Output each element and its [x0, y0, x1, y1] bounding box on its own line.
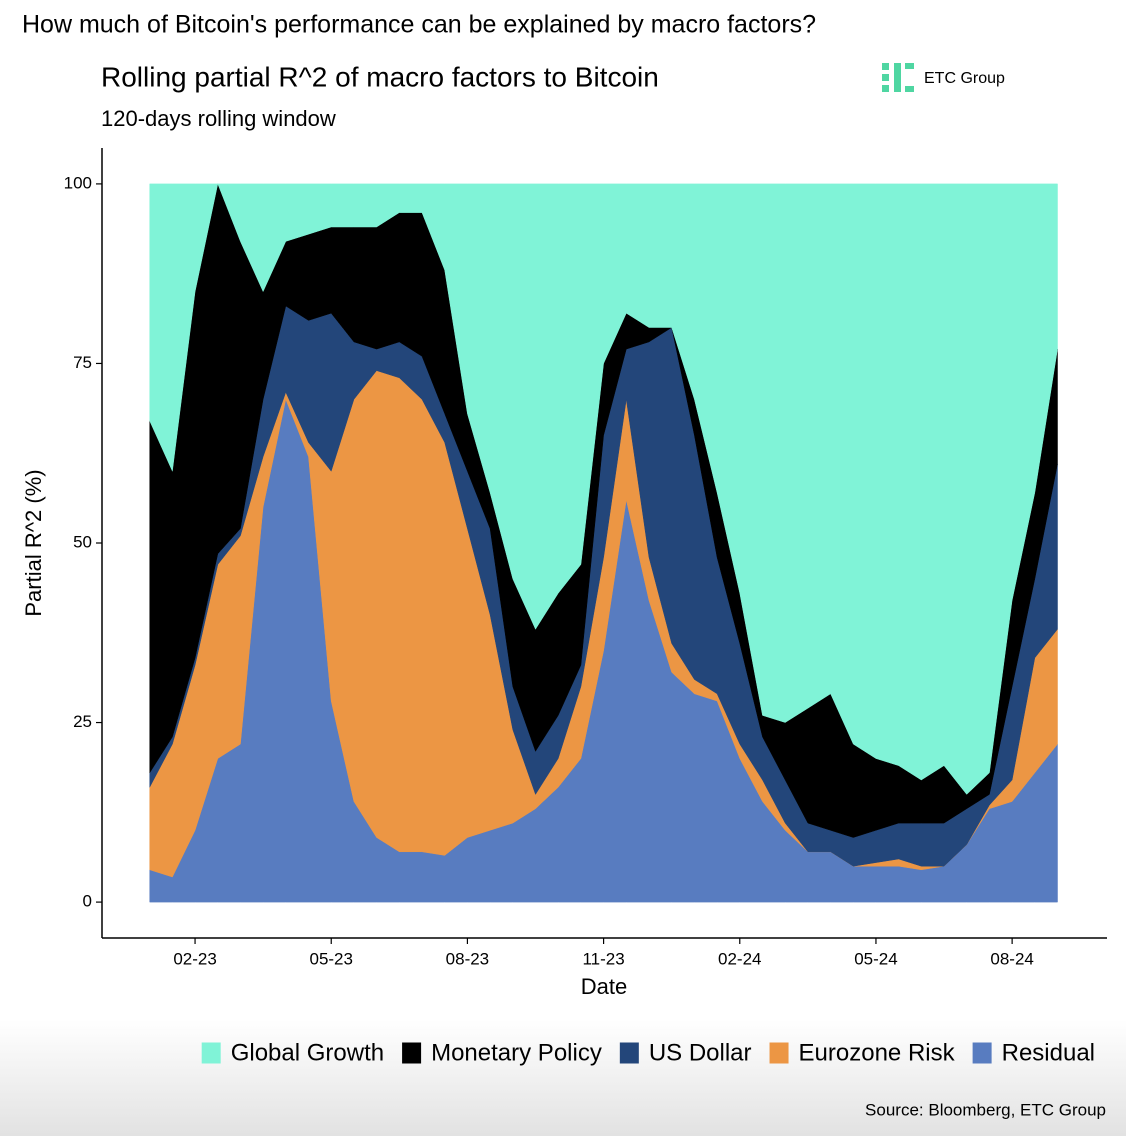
x-tick-label: 05-23 [309, 949, 352, 968]
logo-icon [882, 63, 914, 92]
legend-swatch [201, 1042, 221, 1064]
heading: How much of Bitcoin's performance can be… [22, 11, 816, 39]
legend-swatch [972, 1042, 992, 1064]
legend-swatch [619, 1042, 639, 1064]
y-tick-label: 100 [64, 173, 92, 192]
x-tick-label: 02-24 [718, 949, 761, 968]
y-tick-label: 0 [83, 892, 92, 911]
legend-label: Eurozone Risk [799, 1039, 956, 1066]
legend-label: Residual [1002, 1039, 1095, 1066]
x-tick-label: 05-24 [854, 949, 897, 968]
legend-swatch [769, 1042, 789, 1064]
legend-swatch [402, 1042, 422, 1064]
legend-label: US Dollar [649, 1039, 752, 1066]
x-tick-label: 02-23 [173, 949, 216, 968]
y-axis-label: Partial R^2 (%) [21, 469, 46, 616]
chart-title: Rolling partial R^2 of macro factors to … [101, 61, 659, 92]
x-tick-label: 11-23 [582, 949, 624, 968]
chart-subtitle: 120-days rolling window [101, 106, 336, 131]
plot-area [149, 183, 1058, 903]
y-tick-label: 75 [73, 353, 92, 372]
legend-label: Global Growth [231, 1039, 384, 1066]
legend-label: Monetary Policy [431, 1039, 602, 1066]
logo-text: ETC Group [924, 70, 1005, 87]
footer-band [0, 1020, 1126, 1136]
y-tick-label: 50 [73, 532, 92, 551]
y-tick-label: 25 [73, 712, 92, 731]
x-axis-label: Date [581, 974, 627, 999]
area [149, 183, 1058, 795]
x-tick-label: 08-23 [446, 949, 489, 968]
x-tick-label: 08-24 [990, 949, 1033, 968]
source: Source: Bloomberg, ETC Group [865, 1100, 1106, 1119]
